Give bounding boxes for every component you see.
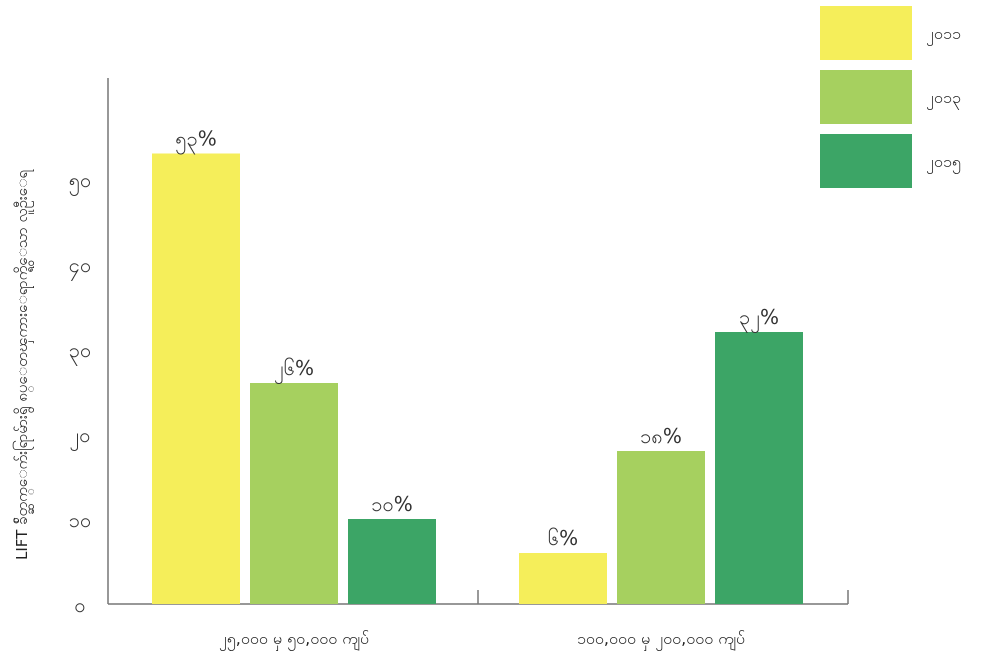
y-tick-label: ၀ [74,593,85,617]
bar [715,332,803,604]
data-label: ၃၂% [739,305,779,333]
data-label: ၁၀% [371,492,413,516]
bar [152,153,240,604]
y-tick-label: ၂၀ [69,423,90,451]
legend-swatch [820,6,912,60]
bar [519,553,607,604]
x-category-label: ၂၅,၀၀၀ မှ ၅၀,၀၀၀ ကျပ် [219,629,369,651]
y-tick-label: ၃၀ [69,338,92,366]
y-tick-label: ၁၀ [69,508,92,532]
data-label: ၁၈% [640,424,682,448]
data-label: ၆% [548,526,578,550]
legend-swatch [820,70,912,124]
y-tick-label: ၅၀ [69,168,92,196]
x-category-label: ၁၀၀,၀၀၀ မှ ၂၀၀,၀၀၀ ကျပ် [577,629,745,651]
legend-label: ၂၀၁၁ [926,24,961,43]
legend-label: ၂၀၁၃ [926,88,961,107]
data-label: ၂၆% [274,356,314,384]
bar [250,383,338,604]
y-tick-label: ၄၀ [69,253,92,281]
data-label: ၅၃% [175,127,217,155]
bar [617,451,705,604]
legend-swatch [820,134,912,188]
legend-label: ၂၀၁၅ [926,152,961,171]
bar [348,519,436,604]
